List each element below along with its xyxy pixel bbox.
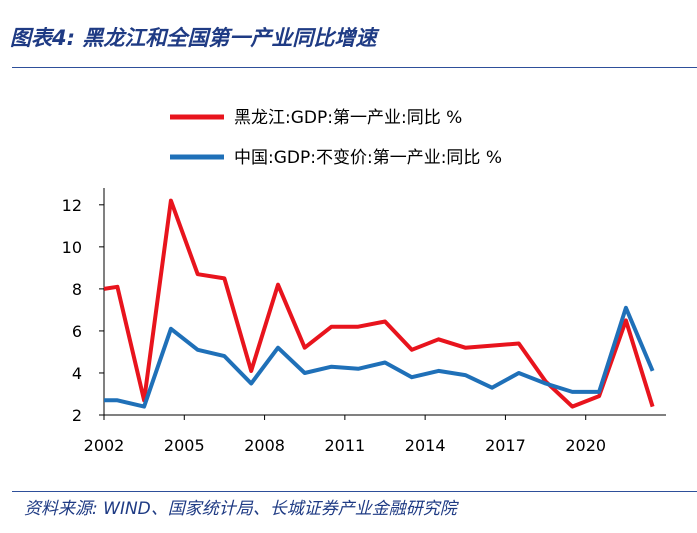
legend-label-heilongjiang: 黑龙江:GDP:第一产业:同比 % xyxy=(234,108,462,128)
y-tick-label: 2 xyxy=(72,406,82,425)
x-tick-label: 2014 xyxy=(405,436,446,455)
series-line-china xyxy=(104,305,655,409)
x-tick-label: 2017 xyxy=(485,436,526,455)
source-note: 资料来源: WIND、国家统计局、长城证券产业金融研究院 xyxy=(24,499,457,519)
x-tick-label: 2008 xyxy=(244,436,285,455)
line-chart: 黑龙江:GDP:第一产业:同比 % 中国:GDP:不变价:第一产业:同比 % 2… xyxy=(62,108,666,455)
x-tick-label: 2011 xyxy=(324,436,365,455)
y-tick-label: 4 xyxy=(72,364,82,383)
y-tick-label: 12 xyxy=(62,196,82,215)
legend-label-china: 中国:GDP:不变价:第一产业:同比 % xyxy=(234,148,502,168)
series-lines xyxy=(103,198,655,409)
y-tick-label: 10 xyxy=(62,238,82,257)
y-tick-label: 6 xyxy=(72,322,82,341)
x-tick-label: 2002 xyxy=(84,436,125,455)
legend: 黑龙江:GDP:第一产业:同比 % 中国:GDP:不变价:第一产业:同比 % xyxy=(170,108,502,168)
figure-title: 图表4: 黑龙江和全国第一产业同比增速 xyxy=(10,26,377,50)
y-axis-ticks: 2 4 6 8 10 12 xyxy=(62,196,104,425)
y-tick-label: 8 xyxy=(72,280,82,299)
source-divider xyxy=(12,491,697,492)
series-line-heilongjiang xyxy=(103,198,655,409)
x-tick-label: 2020 xyxy=(565,436,606,455)
x-axis-ticks: 2002 2005 2008 2011 2014 2017 2020 xyxy=(84,415,606,455)
title-divider xyxy=(12,67,697,68)
x-tick-label: 2005 xyxy=(164,436,205,455)
